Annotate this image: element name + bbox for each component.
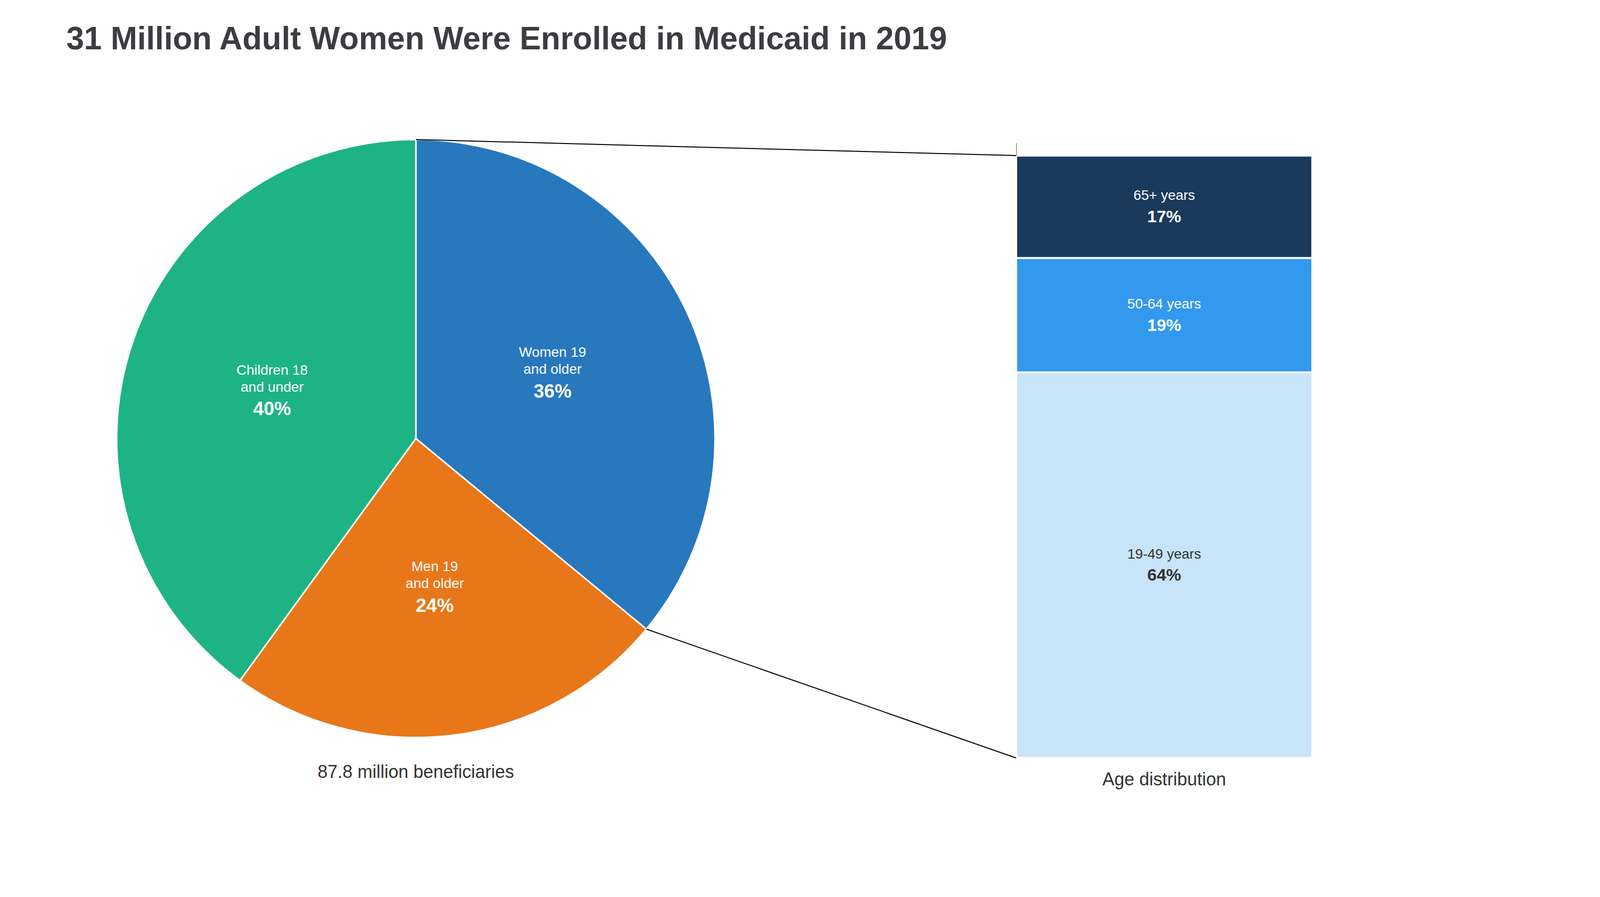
svg-text:and older: and older [405,575,465,592]
svg-text:40%: 40% [253,398,292,420]
svg-text:Men 19: Men 19 [411,558,458,575]
svg-text:36%: 36% [533,380,572,402]
svg-text:and under: and under [240,379,304,395]
svg-text:50-64 years: 50-64 years [1127,296,1202,312]
svg-text:65+ years: 65+ years [1133,187,1196,203]
svg-text:Women 19: Women 19 [519,344,587,360]
svg-text:19%: 19% [1147,315,1182,335]
svg-text:87.8 million beneficiaries: 87.8 million beneficiaries [317,761,515,783]
svg-text:24%: 24% [415,595,454,617]
svg-text:Age distribution: Age distribution [1102,769,1227,790]
svg-text:64%: 64% [1147,565,1182,585]
svg-text:19-49 years: 19-49 years [1127,546,1202,562]
svg-text:17%: 17% [1147,206,1182,226]
svg-text:and older: and older [523,361,582,377]
svg-text:31 Million Adult Women Were En: 31 Million Adult Women Were Enrolled in … [66,20,947,57]
svg-text:Children 18: Children 18 [236,362,308,378]
